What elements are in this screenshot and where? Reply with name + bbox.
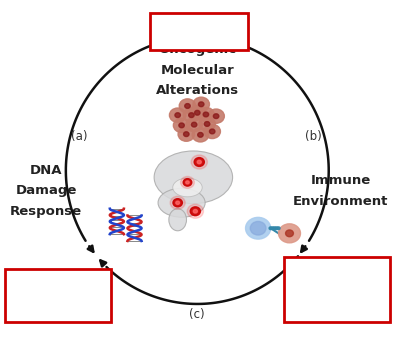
Circle shape bbox=[170, 196, 185, 209]
Circle shape bbox=[176, 201, 180, 204]
Circle shape bbox=[210, 129, 215, 134]
Circle shape bbox=[203, 112, 209, 117]
Circle shape bbox=[180, 176, 194, 188]
Text: ICI: ICI bbox=[330, 263, 343, 273]
Circle shape bbox=[204, 122, 210, 127]
Circle shape bbox=[170, 108, 186, 122]
Circle shape bbox=[179, 99, 196, 113]
Text: PARPi, WEE1i: PARPi, WEE1i bbox=[25, 308, 91, 318]
FancyBboxPatch shape bbox=[284, 257, 390, 322]
FancyBboxPatch shape bbox=[150, 13, 248, 50]
Circle shape bbox=[213, 114, 219, 119]
Circle shape bbox=[271, 227, 274, 229]
Circle shape bbox=[198, 102, 204, 107]
Text: Oncogenic: Oncogenic bbox=[158, 43, 236, 57]
Circle shape bbox=[187, 204, 204, 218]
Circle shape bbox=[286, 230, 294, 237]
Circle shape bbox=[186, 181, 189, 184]
Circle shape bbox=[192, 122, 197, 127]
Circle shape bbox=[204, 124, 220, 138]
Circle shape bbox=[194, 158, 204, 166]
Circle shape bbox=[184, 132, 189, 136]
Circle shape bbox=[278, 224, 300, 243]
Circle shape bbox=[179, 123, 184, 128]
Text: (c): (c) bbox=[190, 308, 205, 321]
Circle shape bbox=[277, 227, 280, 229]
Circle shape bbox=[185, 104, 190, 108]
Text: Environment: Environment bbox=[293, 195, 388, 208]
Text: (b): (b) bbox=[305, 130, 322, 143]
Circle shape bbox=[194, 110, 200, 115]
Circle shape bbox=[189, 106, 206, 120]
Circle shape bbox=[191, 155, 208, 169]
Circle shape bbox=[175, 113, 180, 118]
Text: Radiation: Radiation bbox=[34, 273, 82, 283]
Ellipse shape bbox=[158, 188, 205, 217]
Text: PARPi, HDACi: PARPi, HDACi bbox=[166, 35, 232, 46]
Text: (a): (a) bbox=[71, 130, 88, 143]
Circle shape bbox=[197, 160, 201, 164]
Circle shape bbox=[246, 217, 271, 239]
Text: Molecular: Molecular bbox=[160, 64, 234, 77]
Circle shape bbox=[198, 132, 203, 137]
Text: DNA: DNA bbox=[30, 164, 62, 177]
Text: Cytotoxic Chemo: Cytotoxic Chemo bbox=[16, 290, 100, 300]
Circle shape bbox=[192, 128, 209, 142]
Text: Alterations: Alterations bbox=[156, 84, 239, 97]
Text: Damage: Damage bbox=[16, 184, 77, 197]
Text: Tumor Vaccine: Tumor Vaccine bbox=[300, 306, 373, 316]
Text: Kinase inhibitors: Kinase inhibitors bbox=[158, 17, 241, 27]
Ellipse shape bbox=[154, 151, 233, 204]
Circle shape bbox=[186, 118, 202, 132]
Circle shape bbox=[183, 179, 192, 186]
Ellipse shape bbox=[173, 178, 202, 197]
Circle shape bbox=[275, 227, 278, 229]
Circle shape bbox=[193, 97, 210, 112]
Circle shape bbox=[199, 117, 215, 131]
Circle shape bbox=[198, 107, 214, 122]
Circle shape bbox=[208, 109, 224, 123]
Circle shape bbox=[193, 209, 197, 213]
Circle shape bbox=[178, 127, 194, 141]
Text: Immune: Immune bbox=[310, 174, 371, 187]
Circle shape bbox=[269, 227, 272, 229]
FancyBboxPatch shape bbox=[5, 269, 111, 322]
Circle shape bbox=[173, 118, 190, 132]
Text: Response: Response bbox=[10, 205, 82, 218]
Circle shape bbox=[273, 227, 276, 229]
Ellipse shape bbox=[169, 209, 186, 231]
Circle shape bbox=[173, 199, 182, 207]
Circle shape bbox=[183, 108, 200, 122]
Text: Oncolytic Virus: Oncolytic Virus bbox=[299, 284, 374, 294]
Circle shape bbox=[250, 221, 266, 235]
Circle shape bbox=[189, 113, 194, 118]
Circle shape bbox=[190, 207, 200, 216]
